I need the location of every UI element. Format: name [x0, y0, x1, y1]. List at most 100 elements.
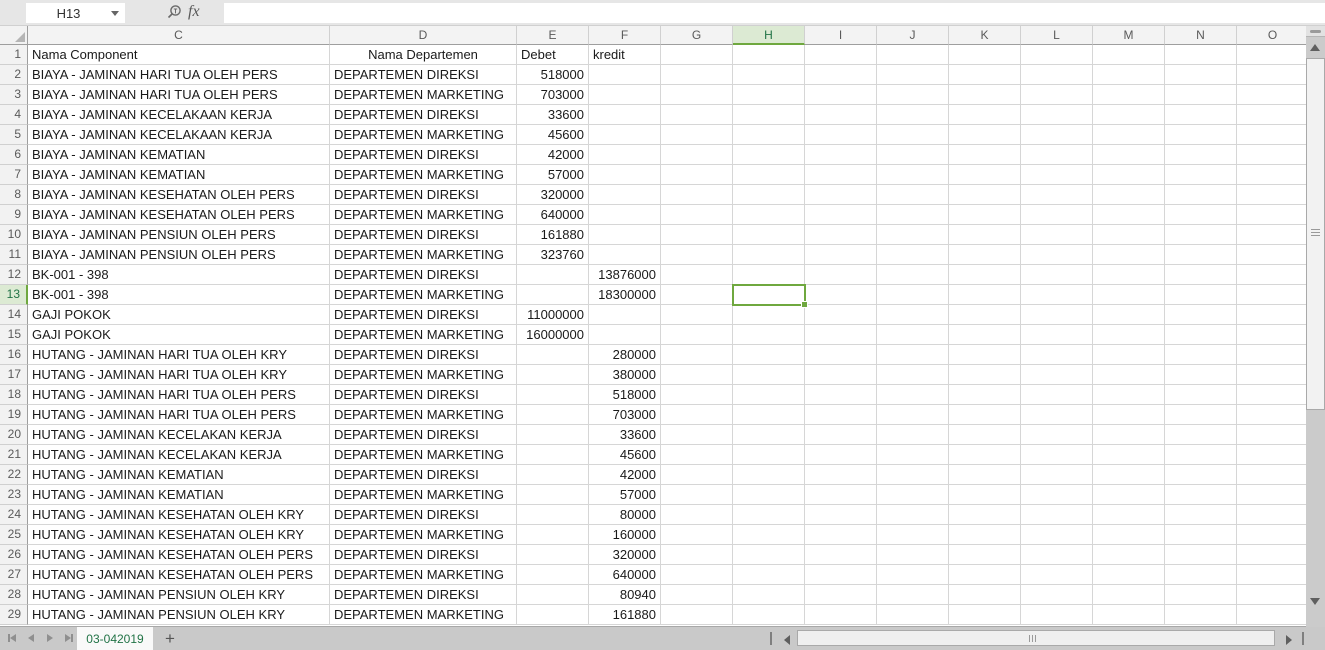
cell-O27[interactable]: [1237, 565, 1309, 585]
vertical-scroll-thumb[interactable]: [1306, 58, 1325, 410]
cell-M29[interactable]: [1093, 605, 1165, 625]
cell-G26[interactable]: [661, 545, 733, 565]
cell-N1[interactable]: [1165, 45, 1237, 65]
cell-K12[interactable]: [949, 265, 1021, 285]
cell-L27[interactable]: [1021, 565, 1093, 585]
cell-D1[interactable]: Nama Departemen: [330, 45, 517, 65]
cell-K18[interactable]: [949, 385, 1021, 405]
cell-I21[interactable]: [805, 445, 877, 465]
cell-H15[interactable]: [733, 325, 805, 345]
cell-I29[interactable]: [805, 605, 877, 625]
row-header-25[interactable]: 25: [0, 525, 28, 545]
cell-M16[interactable]: [1093, 345, 1165, 365]
cell-I9[interactable]: [805, 205, 877, 225]
scroll-down-icon[interactable]: [1310, 598, 1320, 605]
cell-M7[interactable]: [1093, 165, 1165, 185]
cell-D16[interactable]: DEPARTEMEN DIREKSI: [330, 345, 517, 365]
cell-C16[interactable]: HUTANG - JAMINAN HARI TUA OLEH KRY: [28, 345, 330, 365]
cell-E18[interactable]: [517, 385, 589, 405]
cell-M27[interactable]: [1093, 565, 1165, 585]
cell-K4[interactable]: [949, 105, 1021, 125]
cell-N5[interactable]: [1165, 125, 1237, 145]
cell-M19[interactable]: [1093, 405, 1165, 425]
first-sheet-icon[interactable]: [6, 631, 18, 645]
cell-H23[interactable]: [733, 485, 805, 505]
cell-F12[interactable]: 13876000: [589, 265, 661, 285]
cell-D15[interactable]: DEPARTEMEN MARKETING: [330, 325, 517, 345]
row-header-7[interactable]: 7: [0, 165, 28, 185]
cell-K25[interactable]: [949, 525, 1021, 545]
cell-H7[interactable]: [733, 165, 805, 185]
cell-E12[interactable]: [517, 265, 589, 285]
cell-M11[interactable]: [1093, 245, 1165, 265]
row-header-23[interactable]: 23: [0, 485, 28, 505]
cell-N23[interactable]: [1165, 485, 1237, 505]
cell-O22[interactable]: [1237, 465, 1309, 485]
cell-C22[interactable]: HUTANG - JAMINAN KEMATIAN: [28, 465, 330, 485]
cell-E28[interactable]: [517, 585, 589, 605]
cell-G4[interactable]: [661, 105, 733, 125]
cell-N29[interactable]: [1165, 605, 1237, 625]
cell-H28[interactable]: [733, 585, 805, 605]
cell-M23[interactable]: [1093, 485, 1165, 505]
cell-E9[interactable]: 640000: [517, 205, 589, 225]
cell-F10[interactable]: [589, 225, 661, 245]
cell-L26[interactable]: [1021, 545, 1093, 565]
cell-E26[interactable]: [517, 545, 589, 565]
row-header-10[interactable]: 10: [0, 225, 28, 245]
cell-L22[interactable]: [1021, 465, 1093, 485]
cell-D18[interactable]: DEPARTEMEN DIREKSI: [330, 385, 517, 405]
cell-E14[interactable]: 11000000: [517, 305, 589, 325]
cell-K26[interactable]: [949, 545, 1021, 565]
cell-N10[interactable]: [1165, 225, 1237, 245]
cell-F20[interactable]: 33600: [589, 425, 661, 445]
cell-I24[interactable]: [805, 505, 877, 525]
cell-M28[interactable]: [1093, 585, 1165, 605]
cell-L12[interactable]: [1021, 265, 1093, 285]
cell-D12[interactable]: DEPARTEMEN DIREKSI: [330, 265, 517, 285]
cell-G17[interactable]: [661, 365, 733, 385]
cell-J15[interactable]: [877, 325, 949, 345]
cell-J2[interactable]: [877, 65, 949, 85]
cell-D21[interactable]: DEPARTEMEN MARKETING: [330, 445, 517, 465]
cell-G9[interactable]: [661, 205, 733, 225]
column-header-E[interactable]: E: [517, 26, 589, 45]
column-header-G[interactable]: G: [661, 26, 733, 45]
cell-D25[interactable]: DEPARTEMEN MARKETING: [330, 525, 517, 545]
cell-I4[interactable]: [805, 105, 877, 125]
cell-L29[interactable]: [1021, 605, 1093, 625]
cell-G16[interactable]: [661, 345, 733, 365]
cell-L20[interactable]: [1021, 425, 1093, 445]
cell-N20[interactable]: [1165, 425, 1237, 445]
cell-M25[interactable]: [1093, 525, 1165, 545]
cell-O20[interactable]: [1237, 425, 1309, 445]
row-header-1[interactable]: 1: [0, 45, 28, 65]
row-header-12[interactable]: 12: [0, 265, 28, 285]
cell-L11[interactable]: [1021, 245, 1093, 265]
row-header-19[interactable]: 19: [0, 405, 28, 425]
cell-K16[interactable]: [949, 345, 1021, 365]
cell-F25[interactable]: 160000: [589, 525, 661, 545]
cell-M6[interactable]: [1093, 145, 1165, 165]
cell-K3[interactable]: [949, 85, 1021, 105]
cell-L17[interactable]: [1021, 365, 1093, 385]
cell-D29[interactable]: DEPARTEMEN MARKETING: [330, 605, 517, 625]
previous-sheet-icon[interactable]: [25, 631, 37, 645]
cell-I11[interactable]: [805, 245, 877, 265]
cell-O7[interactable]: [1237, 165, 1309, 185]
cell-D20[interactable]: DEPARTEMEN DIREKSI: [330, 425, 517, 445]
row-header-21[interactable]: 21: [0, 445, 28, 465]
cell-M12[interactable]: [1093, 265, 1165, 285]
cell-D23[interactable]: DEPARTEMEN MARKETING: [330, 485, 517, 505]
cell-J19[interactable]: [877, 405, 949, 425]
cell-F23[interactable]: 57000: [589, 485, 661, 505]
cell-K2[interactable]: [949, 65, 1021, 85]
cell-K27[interactable]: [949, 565, 1021, 585]
cell-G13[interactable]: [661, 285, 733, 305]
cell-E11[interactable]: 323760: [517, 245, 589, 265]
cell-O5[interactable]: [1237, 125, 1309, 145]
cell-I19[interactable]: [805, 405, 877, 425]
cell-O19[interactable]: [1237, 405, 1309, 425]
row-header-14[interactable]: 14: [0, 305, 28, 325]
cell-N6[interactable]: [1165, 145, 1237, 165]
